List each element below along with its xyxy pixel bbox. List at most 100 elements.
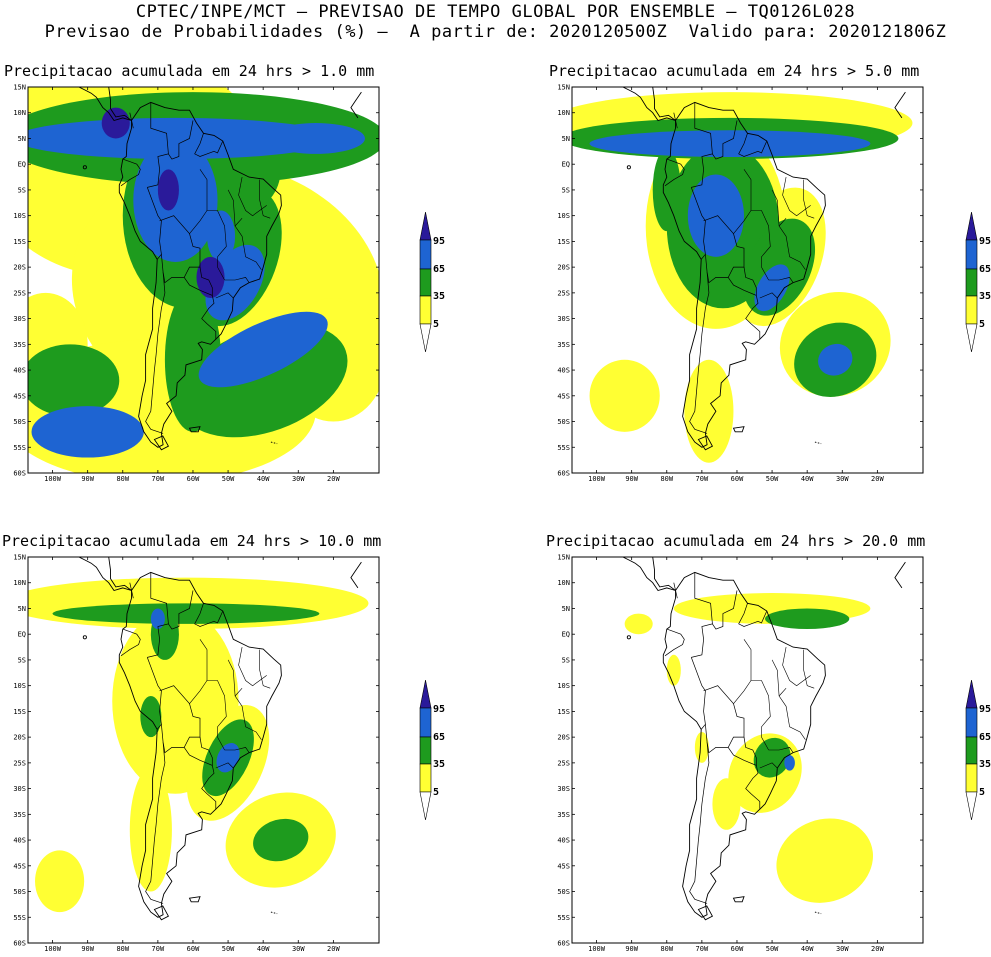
legend-label: 5 — [979, 787, 985, 798]
coastlines — [622, 87, 906, 451]
lat-label: 10S — [557, 682, 570, 690]
legend-swatch-green — [965, 268, 978, 297]
country-border — [691, 102, 713, 188]
country-border — [146, 187, 162, 260]
main-subtitle: Previsao de Probabilidades (%) – A parti… — [44, 22, 947, 42]
africa-coast — [894, 561, 906, 589]
lat-label: 5N — [18, 135, 26, 143]
lon-label: 70W — [696, 945, 709, 953]
south-georgia — [270, 911, 278, 915]
map-frame — [571, 86, 924, 474]
prob-area-yellow — [684, 359, 734, 463]
lon-label: 80W — [116, 475, 129, 483]
lon-label: 90W — [625, 475, 638, 483]
lat-label: 15S — [557, 708, 570, 716]
lat-label: 15N — [557, 84, 570, 92]
prob-area-purple — [101, 107, 130, 139]
probability-shading — [572, 92, 913, 463]
legend-swatch-purple — [419, 679, 432, 709]
country-border — [213, 610, 224, 624]
legend-label: 5 — [433, 319, 439, 330]
lon-label: 70W — [696, 475, 709, 483]
country-border — [673, 582, 678, 599]
lat-label: 40S — [13, 837, 26, 845]
country-border — [159, 215, 201, 284]
lon-label: 50W — [222, 475, 235, 483]
state-border — [199, 169, 208, 211]
south-america-coast — [118, 101, 282, 448]
lon-label: 20W — [327, 475, 340, 483]
lon-label: 90W — [625, 945, 638, 953]
country-border — [194, 133, 215, 157]
country-border — [129, 582, 134, 599]
state-border — [768, 747, 794, 753]
country-border — [145, 272, 166, 434]
prob-area-green — [253, 818, 309, 862]
state-border — [234, 217, 243, 227]
galapagos-islands — [626, 165, 631, 170]
tierra-del-fuego — [697, 435, 714, 451]
legend-swatch-blue — [965, 239, 978, 270]
lat-label: 35S — [13, 811, 26, 819]
lat-label: 5N — [562, 605, 570, 613]
state-border — [215, 762, 234, 769]
prob-area-green — [652, 148, 681, 232]
central-america-coast — [622, 87, 676, 122]
legend-label: 35 — [433, 291, 445, 302]
lat-label: 15N — [13, 554, 26, 562]
legend-label: 35 — [433, 759, 445, 770]
country-border — [703, 685, 745, 754]
country-border — [691, 572, 713, 658]
lat-label: EQ — [18, 161, 26, 169]
south-georgia — [814, 441, 822, 445]
lat-label: 10S — [13, 682, 26, 690]
state-border — [189, 210, 227, 281]
africa-coast — [894, 91, 906, 119]
legend-swatch-green — [419, 736, 432, 765]
lat-label: 25S — [13, 759, 26, 767]
coastlines — [622, 557, 906, 921]
central-america-coast — [78, 87, 132, 122]
lon-label: 60W — [187, 945, 200, 953]
prob-area-yellow — [776, 818, 873, 903]
south-america-coast — [662, 571, 826, 918]
lat-label: 30S — [557, 785, 570, 793]
lat-label: 35S — [557, 341, 570, 349]
country-border — [145, 742, 166, 904]
panel-2-legend: 95 65 35 5 — [965, 211, 991, 353]
country-border — [743, 737, 757, 766]
lon-label: 20W — [871, 475, 884, 483]
panel-3-title: Precipitacao acumulada em 24 hrs > 10.0 … — [2, 532, 382, 550]
lon-label: 40W — [801, 475, 814, 483]
lon-label: 80W — [116, 945, 129, 953]
legend-swatch-white — [965, 323, 978, 353]
lat-label: 10N — [557, 109, 570, 117]
legend-swatch-white — [419, 791, 432, 821]
south-america-coast — [662, 101, 826, 448]
state-border — [771, 659, 806, 740]
country-border — [712, 120, 738, 160]
prob-area-blue — [31, 406, 144, 458]
lon-label: 100W — [44, 945, 62, 953]
panel-1-title: Precipitacao acumulada em 24 hrs > 1.0 m… — [4, 62, 375, 80]
prob-area-blue — [266, 123, 365, 154]
lat-label: 30S — [557, 315, 570, 323]
country-border — [199, 267, 213, 296]
lon-label: 20W — [871, 945, 884, 953]
lat-label: 35S — [557, 811, 570, 819]
central-america-coast — [78, 557, 132, 592]
legend-label: 95 — [433, 236, 445, 247]
lat-label: 15S — [13, 238, 26, 246]
south-georgia — [270, 441, 278, 445]
state-border — [259, 649, 271, 689]
state-border — [224, 747, 250, 753]
prob-area-yellow — [694, 731, 709, 763]
state-border — [733, 210, 771, 281]
lon-label: 100W — [588, 475, 606, 483]
state-border — [224, 277, 250, 283]
lat-label: 20S — [557, 264, 570, 272]
lat-label: 40S — [557, 837, 570, 845]
lon-label: 70W — [152, 475, 165, 483]
lat-label: 55S — [557, 914, 570, 922]
prob-area-green — [765, 608, 850, 630]
